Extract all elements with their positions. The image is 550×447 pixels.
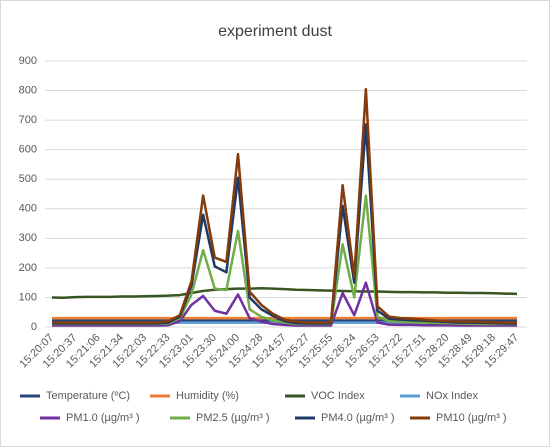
- y-tick-label: 700: [19, 114, 37, 126]
- y-tick-label: 600: [19, 144, 37, 156]
- y-tick-label: 200: [19, 262, 37, 274]
- legend-label: PM2.5 (µg/m³ ): [196, 412, 270, 424]
- legend-label: PM10 (µg/m³ ): [436, 412, 507, 424]
- legend-label: VOC Index: [311, 390, 365, 402]
- y-tick-label: 800: [19, 84, 37, 96]
- series-line: [51, 287, 518, 299]
- series-line: [52, 87, 517, 324]
- chart-title: experiment dust: [218, 23, 332, 40]
- y-tick-label: 500: [19, 173, 37, 185]
- legend-label: PM1.0 (µg/m³ ): [66, 412, 140, 424]
- legend-label: PM4.0 (µg/m³ ): [321, 412, 395, 424]
- y-tick-label: 900: [19, 55, 37, 67]
- legend-label: Temperature (ºC): [46, 390, 130, 402]
- y-tick-label: 300: [19, 232, 37, 244]
- y-tick-label: 100: [19, 291, 37, 303]
- y-tick-label: 400: [19, 203, 37, 215]
- legend-label: NOx Index: [426, 390, 478, 402]
- legend-label: Humidity (%): [176, 390, 239, 402]
- y-tick-label: 0: [31, 321, 37, 333]
- series-line: [52, 281, 517, 327]
